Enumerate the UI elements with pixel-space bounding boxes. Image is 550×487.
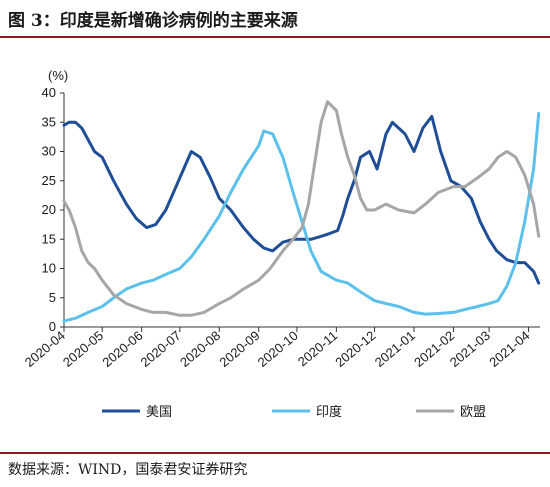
x-tick-label: 2021-04 [486,328,532,370]
x-tick-label: 2020-04 [22,328,68,370]
x-tick-label: 2021-03 [447,328,493,370]
axes: (%) 0 5 10 15 20 25 30 35 40 2020-042020-052020-06… [22,68,540,370]
y-tick-label: 30 [42,144,56,159]
y-tick-label: 25 [42,173,56,188]
figure-title: 图 3：印度是新增确诊病例的主要来源 [8,11,298,31]
y-tick-label: 0 [49,319,56,334]
series-line-2 [62,112,541,323]
x-tick-label: 2020-10 [255,328,301,370]
legend: 美国 印度 欧盟 [102,404,486,420]
legend-label-3: 欧盟 [460,405,486,420]
x-tick-label: 2020-06 [99,328,145,370]
source-divider [0,452,550,454]
y-tick-label: 10 [42,261,56,276]
y-tick-label: 35 [42,114,56,129]
series-line-1 [62,114,541,285]
y-tick-label: 40 [42,85,56,100]
y-tick-label: 20 [42,202,56,217]
series-line-3 [62,100,541,317]
x-tick-label: 2020-07 [138,328,184,370]
x-tick-label: 2021-01 [372,328,418,370]
title-divider [0,36,550,38]
y-tick-label: 5 [49,290,56,305]
series-lines [62,100,541,323]
source-note: 数据来源：WIND，国泰君安证券研究 [8,462,248,478]
y-axis-label: (%) [48,68,68,83]
x-tick-label: 2020-12 [332,328,378,370]
x-tick-label: 2020-11 [295,328,340,370]
x-tick-label: 2020-08 [177,328,223,370]
y-tick-label: 15 [42,231,56,246]
legend-label-2: 印度 [316,404,342,420]
x-tick-label: 2020-05 [60,328,106,370]
legend-label-1: 美国 [146,405,172,420]
x-tick-label: 2020-09 [216,328,262,370]
